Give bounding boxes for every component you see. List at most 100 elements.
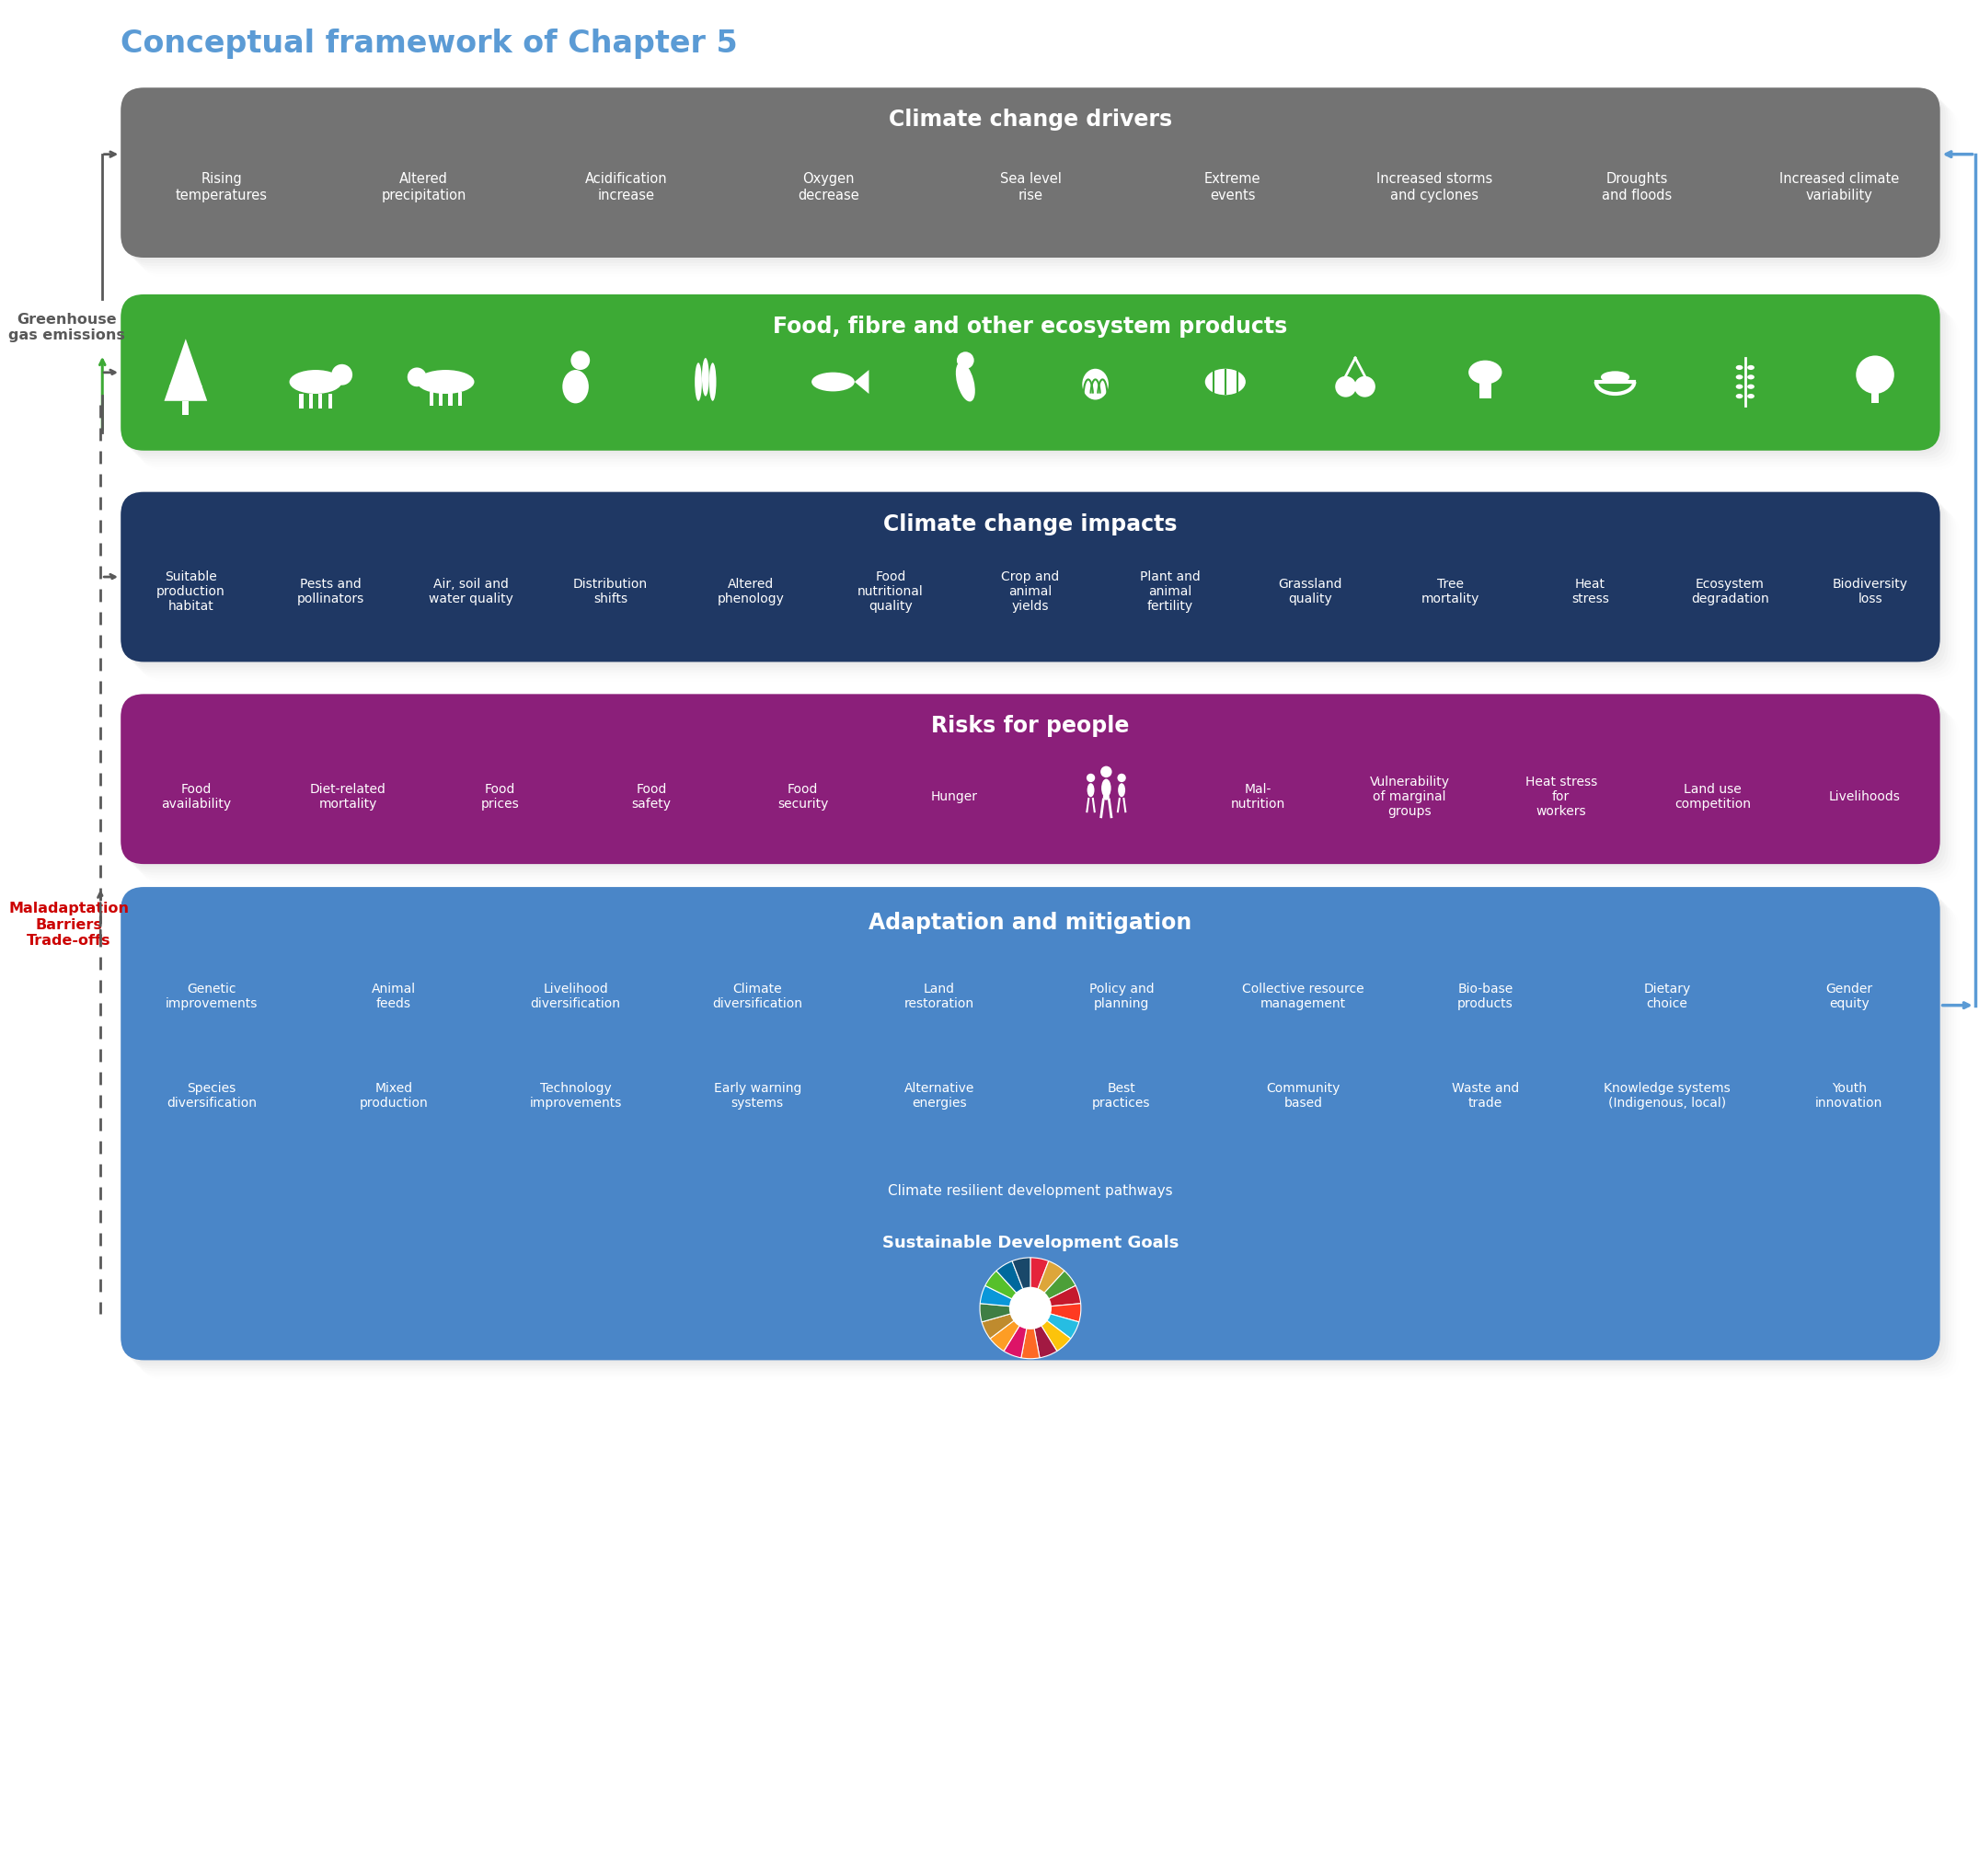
Text: Pests and
pollinators: Pests and pollinators <box>297 578 364 606</box>
FancyBboxPatch shape <box>121 694 1939 865</box>
Ellipse shape <box>811 373 855 392</box>
Text: Acidification
increase: Acidification increase <box>586 173 667 203</box>
FancyBboxPatch shape <box>123 698 1943 867</box>
Text: Grassland
quality: Grassland quality <box>1278 578 1342 606</box>
Text: Maladaptation
Barriers
Trade-offs: Maladaptation Barriers Trade-offs <box>8 900 129 947</box>
Text: Hunger: Hunger <box>932 790 978 803</box>
Ellipse shape <box>708 364 716 401</box>
Text: Waste and
trade: Waste and trade <box>1451 1082 1520 1109</box>
Text: Food
prices: Food prices <box>481 782 518 810</box>
Wedge shape <box>986 1272 1031 1308</box>
Text: Tree
mortality: Tree mortality <box>1421 578 1480 606</box>
Circle shape <box>1100 767 1112 779</box>
Text: Risks for people: Risks for people <box>932 715 1130 737</box>
Ellipse shape <box>1736 375 1743 381</box>
Circle shape <box>1086 775 1094 782</box>
Wedge shape <box>982 1308 1031 1339</box>
Bar <box>457 394 461 407</box>
Ellipse shape <box>289 371 342 394</box>
Text: Land
restoration: Land restoration <box>904 983 974 1009</box>
Text: Suitable
production
habitat: Suitable production habitat <box>156 570 226 612</box>
Wedge shape <box>995 1261 1031 1308</box>
Circle shape <box>1354 377 1375 398</box>
Bar <box>309 394 313 409</box>
Text: Gender
equity: Gender equity <box>1825 983 1872 1009</box>
Ellipse shape <box>1118 784 1126 797</box>
Text: Ecosystem
degradation: Ecosystem degradation <box>1692 578 1769 606</box>
Text: Early warning
systems: Early warning systems <box>714 1082 801 1109</box>
Bar <box>1480 377 1490 400</box>
Ellipse shape <box>703 358 708 398</box>
Ellipse shape <box>1083 370 1108 400</box>
FancyBboxPatch shape <box>121 887 1939 1360</box>
Text: Climate change impacts: Climate change impacts <box>883 512 1178 535</box>
Bar <box>299 394 303 409</box>
Ellipse shape <box>1736 394 1743 400</box>
Bar <box>439 394 443 407</box>
FancyBboxPatch shape <box>123 92 1943 261</box>
Ellipse shape <box>956 362 976 401</box>
Ellipse shape <box>1747 375 1755 381</box>
Text: Food
availability: Food availability <box>162 782 232 810</box>
Text: Genetic
improvements: Genetic improvements <box>166 983 257 1009</box>
Text: Greenhouse
gas emissions: Greenhouse gas emissions <box>8 313 125 341</box>
Text: Animal
feeds: Animal feeds <box>372 983 416 1009</box>
Text: Youth
innovation: Youth innovation <box>1815 1082 1882 1109</box>
Text: Increased storms
and cyclones: Increased storms and cyclones <box>1377 173 1492 203</box>
Text: Collective resource
management: Collective resource management <box>1243 983 1364 1009</box>
Wedge shape <box>1031 1304 1081 1323</box>
Text: Species
diversification: Species diversification <box>166 1082 257 1109</box>
Text: Sea level
rise: Sea level rise <box>999 173 1061 203</box>
Ellipse shape <box>1747 385 1755 390</box>
FancyBboxPatch shape <box>123 891 1943 1364</box>
Wedge shape <box>1031 1272 1077 1308</box>
Text: Mal-
nutrition: Mal- nutrition <box>1231 782 1284 810</box>
Text: Rising
temperatures: Rising temperatures <box>176 173 267 203</box>
Text: Sustainable Development Goals: Sustainable Development Goals <box>883 1234 1179 1251</box>
Polygon shape <box>164 340 208 401</box>
Text: Increased climate
variability: Increased climate variability <box>1779 173 1900 203</box>
Circle shape <box>1009 1287 1051 1330</box>
Ellipse shape <box>1736 385 1743 390</box>
Wedge shape <box>1011 1259 1031 1308</box>
FancyBboxPatch shape <box>121 493 1939 662</box>
Text: Bio-base
products: Bio-base products <box>1457 983 1514 1009</box>
FancyBboxPatch shape <box>121 88 1939 259</box>
Text: Adaptation and mitigation: Adaptation and mitigation <box>869 912 1191 934</box>
Text: Climate resilient development pathways: Climate resilient development pathways <box>889 1184 1174 1197</box>
Wedge shape <box>1031 1285 1081 1308</box>
FancyBboxPatch shape <box>121 295 1939 452</box>
Text: Alternative
energies: Alternative energies <box>904 1082 974 1109</box>
Text: Livelihoods: Livelihoods <box>1829 790 1900 803</box>
Text: Food
nutritional
quality: Food nutritional quality <box>857 570 924 612</box>
Text: Extreme
events: Extreme events <box>1205 173 1261 203</box>
Wedge shape <box>980 1285 1031 1308</box>
Bar <box>449 394 453 407</box>
FancyBboxPatch shape <box>121 887 1939 1360</box>
Ellipse shape <box>1601 371 1629 385</box>
Wedge shape <box>980 1304 1031 1323</box>
FancyBboxPatch shape <box>121 493 1939 662</box>
Text: Knowledge systems
(Indigenous, local): Knowledge systems (Indigenous, local) <box>1603 1082 1730 1109</box>
Wedge shape <box>1031 1308 1079 1339</box>
Ellipse shape <box>1205 370 1245 396</box>
Bar <box>329 394 332 409</box>
Polygon shape <box>168 358 202 386</box>
Text: Oxygen
decrease: Oxygen decrease <box>798 173 859 203</box>
Wedge shape <box>990 1308 1031 1351</box>
Ellipse shape <box>1747 366 1755 371</box>
Circle shape <box>1336 377 1356 398</box>
Text: Heat
stress: Heat stress <box>1571 578 1609 606</box>
Ellipse shape <box>695 364 703 401</box>
Text: Food, fibre and other ecosystem products: Food, fibre and other ecosystem products <box>774 315 1288 338</box>
Wedge shape <box>1003 1308 1031 1358</box>
Circle shape <box>1118 775 1126 782</box>
Ellipse shape <box>1747 394 1755 400</box>
Text: Livelihood
diversification: Livelihood diversification <box>530 983 621 1009</box>
Text: Droughts
and floods: Droughts and floods <box>1601 173 1672 203</box>
FancyBboxPatch shape <box>121 694 1939 865</box>
Wedge shape <box>1031 1261 1065 1308</box>
Text: Dietary
choice: Dietary choice <box>1645 983 1690 1009</box>
Text: Air, soil and
water quality: Air, soil and water quality <box>427 578 513 606</box>
Text: Mixed
production: Mixed production <box>360 1082 427 1109</box>
